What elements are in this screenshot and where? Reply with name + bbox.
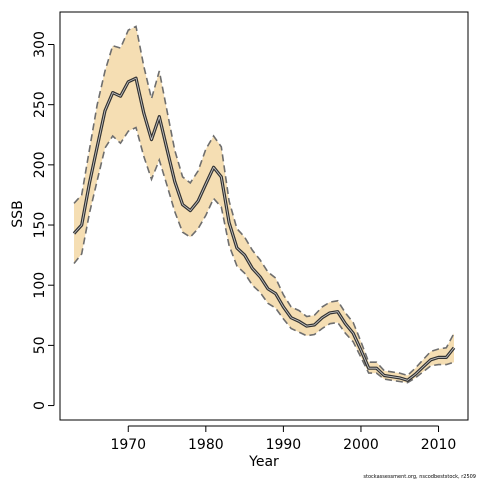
y-tick-label: 0 <box>32 401 48 410</box>
y-tick-label: 300 <box>32 31 48 58</box>
y-tick-label: 50 <box>32 336 48 354</box>
x-tick-label: 1980 <box>188 437 224 453</box>
y-tick-label: 250 <box>32 91 48 118</box>
x-axis: 1970 1980 1990 2000 2010 <box>110 425 457 453</box>
ssb-series-line-highlight <box>73 77 455 381</box>
x-tick-label: 1990 <box>266 437 302 453</box>
x-tick-label: 1970 <box>110 437 146 453</box>
y-axis: 0 50 100 150 200 250 300 <box>32 31 55 410</box>
confidence-upper-line <box>73 25 455 377</box>
x-tick-label: 2010 <box>421 437 457 453</box>
x-tick-label: 2000 <box>343 437 379 453</box>
y-tick-label: 150 <box>32 212 48 239</box>
confidence-band <box>74 26 454 383</box>
x-axis-label: Year <box>248 454 279 470</box>
confidence-lower-line <box>73 126 455 384</box>
plot-frame <box>59 11 469 421</box>
y-tick-label: 200 <box>32 151 48 178</box>
y-tick-label: 100 <box>32 272 48 299</box>
y-axis-label: SSB <box>10 200 26 227</box>
source-footnote: stockassessment.org, nscodbeststock, r25… <box>363 474 476 480</box>
